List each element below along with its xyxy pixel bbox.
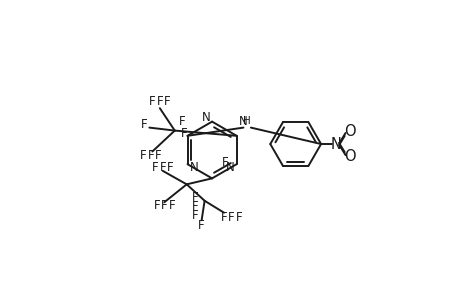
Text: F: F [140,148,146,162]
Text: F: F [147,148,154,162]
Text: N: N [330,136,341,152]
Text: O: O [344,124,355,139]
Text: F: F [180,127,187,140]
Text: F: F [221,156,228,169]
Text: F: F [220,211,227,224]
Text: F: F [159,161,166,174]
Text: N: N [202,111,211,124]
Text: F: F [149,95,155,108]
Text: N: N [225,161,234,174]
Text: F: F [228,211,234,224]
Text: F: F [168,199,175,212]
Text: F: F [198,219,205,232]
Text: O: O [344,149,355,164]
Text: F: F [163,95,170,108]
Text: F: F [192,191,199,204]
Text: F: F [140,118,147,131]
Text: F: F [235,211,242,224]
Text: N: N [189,161,198,174]
Text: F: F [167,161,173,174]
Text: F: F [156,95,163,108]
Text: H: H [242,116,250,126]
Text: N: N [239,115,247,128]
Text: F: F [179,115,185,128]
Text: F: F [153,199,160,212]
Text: F: F [192,200,199,213]
Text: F: F [152,161,158,174]
Text: F: F [161,199,167,212]
Text: F: F [192,209,199,222]
Text: F: F [155,148,161,162]
